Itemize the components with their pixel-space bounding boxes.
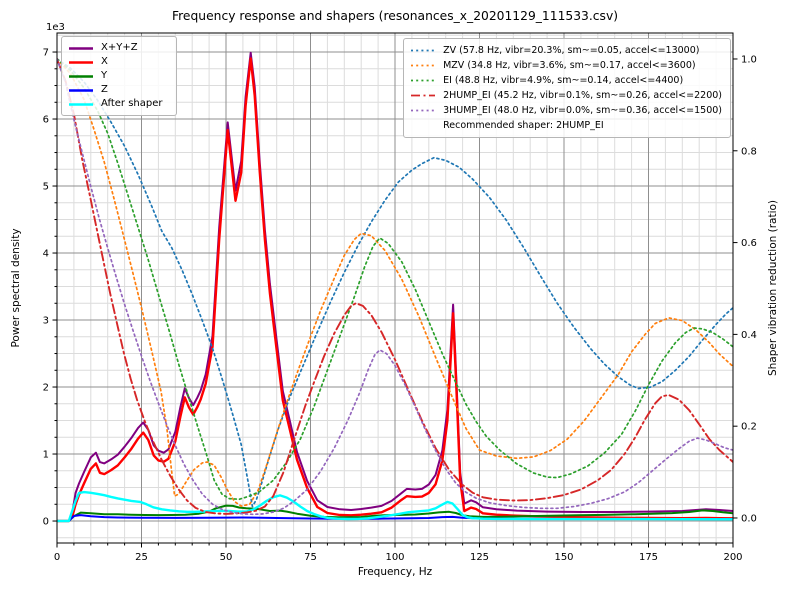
series-after-shaper	[57, 490, 733, 523]
series-mzv	[57, 58, 733, 507]
legend-item: Y	[68, 69, 168, 83]
legend-item: 3HUMP_EI (48.0 Hz, vibr=0.0%, sm~=0.36, …	[410, 103, 722, 118]
legend-line-swatch	[69, 46, 93, 50]
y-left-tick-label: 3	[43, 316, 49, 327]
x-tick-label: 75	[304, 552, 317, 563]
legend-label: MZV (34.8 Hz, vibr=3.6%, sm~=0.17, accel…	[443, 60, 696, 71]
chart-title: Frequency response and shapers (resonanc…	[172, 9, 618, 23]
series-2hump-ei	[57, 58, 733, 515]
legend-item: MZV (34.8 Hz, vibr=3.6%, sm~=0.17, accel…	[410, 58, 722, 73]
x-tick-label: 125	[470, 552, 489, 563]
series-group	[57, 51, 733, 523]
y-left-axis-label: Power spectral density	[10, 228, 22, 347]
y-right-tick-label: 0.6	[741, 238, 757, 249]
x-axis-label: Frequency, Hz	[358, 566, 433, 578]
x-tick-label: 25	[135, 552, 148, 563]
y-right-tick-label: 0.8	[741, 146, 757, 157]
ticks	[52, 51, 738, 548]
recommended-shaper-note: Recommended shaper: 2HUMP_EI	[410, 118, 722, 133]
x-tick-label: 50	[220, 552, 233, 563]
series-zv	[57, 58, 733, 508]
y-right-axis-label: Shaper vibration reduction (ratio)	[767, 200, 779, 376]
y-left-offset-label: 1e3	[46, 22, 65, 33]
legend-label: X+Y+Z	[101, 42, 138, 53]
legend-line-swatch	[411, 94, 436, 97]
legend-line-swatch	[69, 102, 93, 106]
legend-label: 2HUMP_EI (45.2 Hz, vibr=0.1%, sm~=0.26, …	[443, 90, 722, 101]
legend-line-swatch	[411, 49, 436, 52]
x-tick-label: 200	[723, 552, 742, 563]
y-left-tick-label: 4	[43, 249, 49, 260]
legend-item: 2HUMP_EI (45.2 Hz, vibr=0.1%, sm~=0.26, …	[410, 88, 722, 103]
legend-item: X+Y+Z	[68, 41, 168, 55]
x-tick-label: 0	[54, 552, 60, 563]
legend-measurements: X+Y+Z X Y Z After shaper	[61, 36, 177, 116]
y-left-tick-label: 5	[43, 182, 49, 193]
legend-label: X	[101, 56, 108, 67]
legend-item: ZV (57.8 Hz, vibr=20.3%, sm~=0.05, accel…	[410, 43, 722, 58]
legend-line-swatch	[411, 79, 436, 82]
legend-line-swatch	[69, 88, 93, 92]
legend-line-swatch	[411, 109, 436, 112]
legend-label: EI (48.8 Hz, vibr=4.9%, sm~=0.14, accel<…	[443, 75, 684, 86]
x-tick-label: 100	[385, 552, 404, 563]
y-left-tick-label: 7	[43, 48, 49, 59]
legend-item: X	[68, 55, 168, 69]
series-ei	[57, 58, 733, 501]
legend-line-swatch	[411, 64, 436, 67]
x-tick-label: 150	[554, 552, 573, 563]
legend-label: After shaper	[101, 98, 163, 109]
y-right-tick-label: 0.0	[741, 513, 757, 524]
legend-item: Z	[68, 83, 168, 97]
y-left-tick-label: 2	[43, 383, 49, 394]
legend-label: 3HUMP_EI (48.0 Hz, vibr=0.0%, sm~=0.36, …	[443, 105, 722, 116]
y-right-tick-label: 0.4	[741, 330, 757, 341]
x-tick-label: 175	[639, 552, 658, 563]
y-right-tick-label: 1.0	[741, 54, 757, 65]
legend-label: ZV (57.8 Hz, vibr=20.3%, sm~=0.05, accel…	[443, 45, 700, 56]
legend-line-swatch	[69, 60, 93, 64]
legend-label: Y	[101, 70, 108, 81]
recommended-shaper-text: Recommended shaper: 2HUMP_EI	[443, 120, 604, 131]
y-left-tick-label: 0	[43, 517, 49, 528]
series-3hump-ei	[57, 58, 733, 516]
y-left-tick-label: 6	[43, 115, 49, 126]
legend-shapers: ZV (57.8 Hz, vibr=20.3%, sm~=0.05, accel…	[403, 38, 731, 138]
legend-line-swatch	[69, 74, 93, 78]
y-left-tick-label: 1	[43, 450, 49, 461]
legend-item: EI (48.8 Hz, vibr=4.9%, sm~=0.14, accel<…	[410, 73, 722, 88]
legend-label: Z	[101, 84, 108, 95]
y-right-tick-label: 0.2	[741, 422, 757, 433]
series-x	[57, 57, 733, 523]
legend-item: After shaper	[68, 97, 168, 111]
